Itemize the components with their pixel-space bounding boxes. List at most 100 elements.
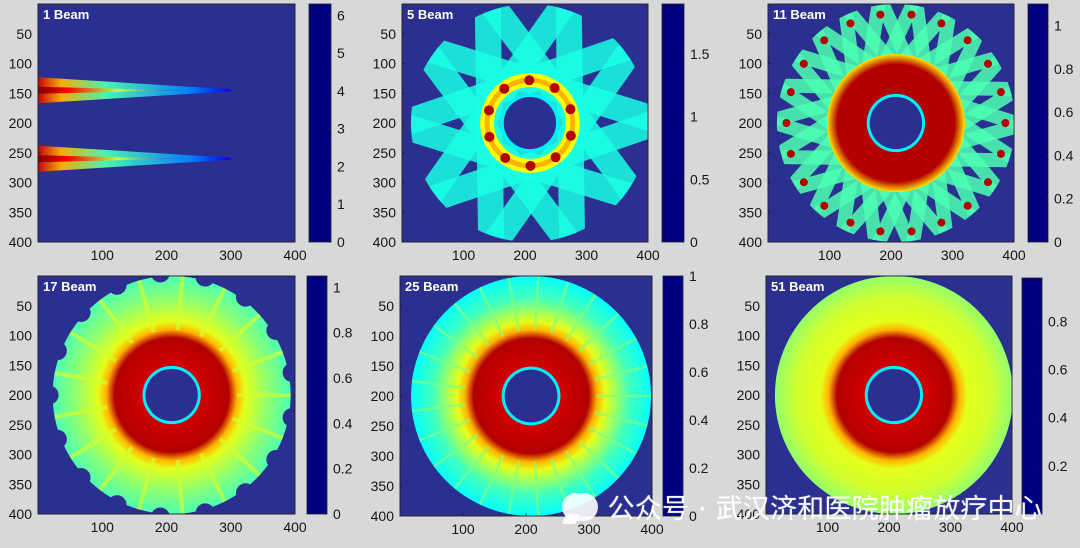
y-tick-label: 150 <box>371 358 395 374</box>
beam-streak <box>411 403 466 413</box>
y-tick-label: 400 <box>371 508 395 524</box>
beam-streak <box>533 461 540 516</box>
beam-streak <box>218 437 261 477</box>
y-tick-label: 150 <box>739 85 763 101</box>
hotspot <box>820 201 829 210</box>
y-tick-label: 50 <box>378 298 394 314</box>
colorbar <box>662 275 684 517</box>
beam-streak <box>588 426 637 455</box>
x-tick-label: 100 <box>818 247 842 263</box>
beam-streak <box>411 379 466 389</box>
y-tick-label: 150 <box>737 357 761 373</box>
beam-streak <box>453 302 490 346</box>
hotspot <box>565 130 576 141</box>
x-tick-label: 300 <box>575 247 599 263</box>
chart-title: 11 Beam <box>773 7 826 22</box>
y-tick-label: 200 <box>371 388 395 404</box>
hotspot <box>500 153 511 164</box>
edge-notch <box>151 507 170 514</box>
outside-mask <box>402 4 648 242</box>
y-tick-label: 150 <box>373 85 397 101</box>
hotspot <box>1001 119 1010 127</box>
beam-streak <box>578 440 620 480</box>
edge-notch <box>235 287 256 307</box>
y-tick-label: 50 <box>380 26 396 42</box>
edge-notch <box>71 468 91 488</box>
y-tick-label: 300 <box>371 448 395 464</box>
chart-svg-5-beam: 5 Beam 50 100 150 200 250 300 350 400 100 200 300 40… <box>373 3 710 263</box>
colorbar-tick-label: 0.2 <box>1054 191 1074 207</box>
colorbar-tick-label: 1 <box>333 279 341 295</box>
colorbar-tick-label: 0 <box>1054 234 1062 250</box>
hotspot <box>483 105 494 116</box>
y-tick-label: 200 <box>373 115 397 131</box>
x-tick-label: 200 <box>879 247 903 263</box>
x-tick-label: 400 <box>636 247 660 263</box>
y-tick-label: 350 <box>737 476 761 492</box>
hotspot <box>907 227 916 236</box>
chart-title: 17 Beam <box>43 279 96 294</box>
y-tick-label: 50 <box>16 298 32 314</box>
beam-streak <box>137 279 156 333</box>
y-tick-label: 100 <box>371 328 395 344</box>
x-tick-label: 300 <box>219 247 243 263</box>
edge-notch <box>47 341 67 361</box>
hotspot <box>550 152 561 163</box>
edge-notch <box>266 450 286 470</box>
hotspot <box>525 160 536 171</box>
chart-svg-17-beam: 17 Beam 50 100 150 200 250 300 350 400 100 200 300 4… <box>9 275 353 535</box>
colorbar <box>1021 277 1043 515</box>
beam-streak <box>419 419 471 442</box>
heatmap-layer <box>402 4 648 242</box>
colorbar-tick-label: 0.6 <box>333 370 353 386</box>
edge-notch <box>107 495 127 514</box>
colorbar-tick-label: 3 <box>337 121 345 137</box>
colorbar-tick-label: 0.6 <box>1048 362 1068 378</box>
x-tick-label: 100 <box>816 519 840 535</box>
y-tick-label: 50 <box>16 26 32 42</box>
y-tick-label: 50 <box>744 298 760 314</box>
beam-streak <box>433 324 479 359</box>
hotspot <box>799 59 808 68</box>
colorbar-tick-label: 1 <box>689 268 697 284</box>
colorbar-tick-label: 0 <box>690 234 698 250</box>
edge-notch <box>39 385 59 405</box>
beam-streak <box>231 416 284 440</box>
hotspot <box>876 227 885 236</box>
watermark-text: 公众号 · 武汉济和医院肿瘤放疗中心 <box>607 494 1042 525</box>
hotspot <box>907 10 916 19</box>
y-tick-label: 100 <box>739 56 763 72</box>
hotspot <box>524 75 535 86</box>
y-tick-label: 400 <box>739 234 763 250</box>
center-hole <box>503 96 557 150</box>
x-tick-label: 100 <box>451 521 475 537</box>
colorbar-tick-label: 1 <box>337 196 345 212</box>
y-tick-label: 250 <box>373 145 397 161</box>
beam-streak <box>550 281 570 334</box>
hotspot <box>499 83 510 94</box>
colorbar-tick-label: 0.6 <box>689 364 709 380</box>
beam-streak <box>54 371 108 385</box>
colorbar-tick-label: 1 <box>1054 18 1062 34</box>
chart-svg-11-beam: 11 Beam 50 100 150 200 250 300 350 400 100 200 300 4… <box>739 3 1074 263</box>
beam-streak <box>578 312 620 352</box>
y-tick-label: 200 <box>739 115 763 131</box>
x-tick-label: 200 <box>513 247 537 263</box>
beam-streak <box>175 276 185 331</box>
beam-streak <box>98 298 134 344</box>
center-hole <box>504 369 558 423</box>
colorbar-tick-label: 0.8 <box>1048 313 1068 329</box>
edge-notch <box>71 302 91 322</box>
y-tick-label: 300 <box>9 175 33 191</box>
y-tick-label: 100 <box>9 328 33 344</box>
beam-streak <box>175 459 185 514</box>
colorbar-tick-label: 0 <box>337 234 345 250</box>
x-tick-label: 400 <box>1000 519 1024 535</box>
edge-notch <box>235 483 256 503</box>
colorbar <box>306 275 328 515</box>
y-tick-label: 100 <box>373 56 397 72</box>
x-tick-label: 300 <box>577 521 601 537</box>
hotspot <box>484 131 495 142</box>
x-tick-label: 400 <box>640 521 664 537</box>
center-hole <box>869 96 923 150</box>
